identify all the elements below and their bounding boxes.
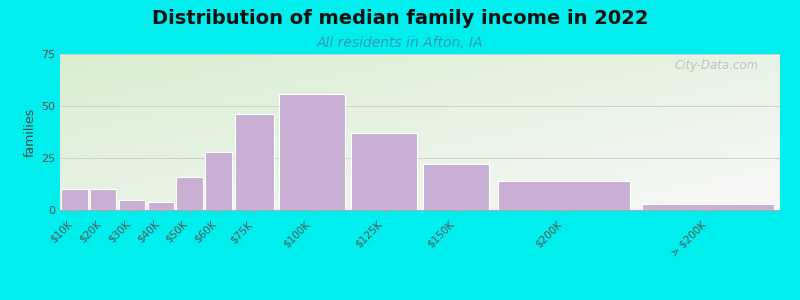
Bar: [642, 204, 774, 210]
Bar: [147, 202, 174, 210]
Bar: [61, 189, 88, 210]
Y-axis label: families: families: [24, 107, 37, 157]
Text: Distribution of median family income in 2022: Distribution of median family income in …: [152, 9, 648, 28]
Bar: [90, 189, 117, 210]
Bar: [205, 152, 232, 210]
Bar: [279, 94, 345, 210]
Bar: [423, 164, 489, 210]
Bar: [498, 181, 630, 210]
Bar: [118, 200, 146, 210]
Text: City-Data.com: City-Data.com: [674, 59, 758, 72]
Bar: [234, 114, 274, 210]
Text: All residents in Afton, IA: All residents in Afton, IA: [317, 36, 483, 50]
Bar: [351, 133, 417, 210]
Bar: [176, 177, 203, 210]
